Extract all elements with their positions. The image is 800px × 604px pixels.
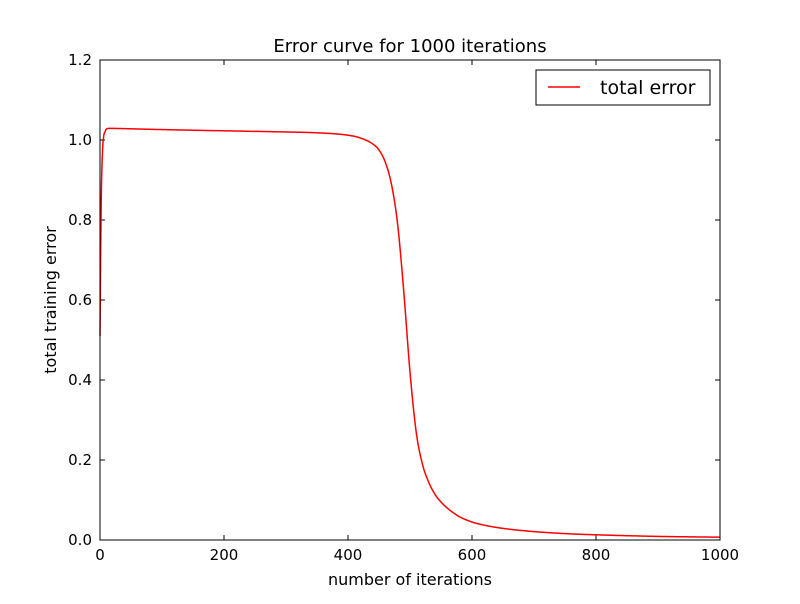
x-tick-label: 1000 bbox=[701, 546, 739, 564]
y-tick-label: 0.6 bbox=[68, 291, 92, 309]
x-tick-label: 0 bbox=[95, 546, 105, 564]
y-tick-label: 0.2 bbox=[68, 451, 92, 469]
y-tick-label: 0.0 bbox=[68, 531, 92, 549]
x-tick-label: 400 bbox=[334, 546, 363, 564]
total-error-line bbox=[99, 127, 721, 538]
plot-frame bbox=[99, 59, 721, 541]
x-axis-label: number of iterations bbox=[328, 570, 492, 589]
y-tick-label: 0.8 bbox=[68, 211, 92, 229]
x-tick-label: 800 bbox=[582, 546, 611, 564]
x-tick-label: 200 bbox=[210, 546, 239, 564]
y-tick-label: 1.2 bbox=[68, 51, 92, 69]
x-axis-ticks: 0 200 400 600 800 1000 bbox=[95, 60, 739, 564]
y-axis-label: total training error bbox=[41, 226, 60, 374]
x-tick-label: 600 bbox=[458, 546, 487, 564]
legend-label-total-error: total error bbox=[600, 77, 696, 99]
y-tick-label: 0.4 bbox=[68, 371, 92, 389]
y-tick-label: 1.0 bbox=[68, 131, 92, 149]
chart-title: Error curve for 1000 iterations bbox=[273, 36, 546, 57]
legend: total error bbox=[535, 69, 711, 106]
y-axis-ticks: 0.0 0.2 0.4 0.6 0.8 1.0 1.2 bbox=[68, 51, 720, 549]
